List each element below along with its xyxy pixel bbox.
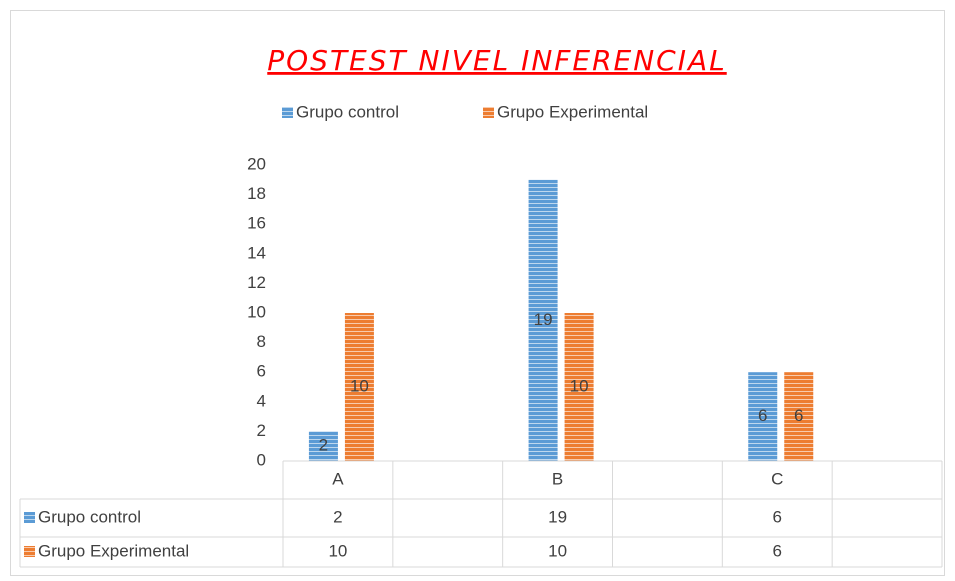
bar (528, 179, 558, 462)
legend-label: Grupo control (296, 102, 399, 121)
bar (748, 372, 778, 461)
table-cell: 6 (773, 507, 782, 526)
bar (784, 372, 814, 461)
y-tick-label: 2 (257, 421, 266, 440)
y-tick-label: 16 (247, 214, 266, 233)
data-label: 10 (570, 376, 589, 395)
y-tick-label: 12 (247, 273, 266, 292)
bar (344, 313, 374, 461)
table-row-label: Grupo Experimental (38, 541, 189, 560)
table-cell: 10 (548, 541, 567, 560)
data-label: 10 (350, 376, 369, 395)
y-tick-label: 6 (257, 362, 266, 381)
y-tick-label: 10 (247, 302, 266, 321)
table-row-label: Grupo control (38, 507, 141, 526)
table-cell: 6 (773, 541, 782, 560)
data-label: 2 (319, 436, 328, 455)
table-cell: 19 (548, 507, 567, 526)
chart-title: POSTEST NIVEL INFERENCIAL (267, 44, 726, 77)
chart-border (10, 10, 945, 576)
y-tick-label: 4 (257, 391, 266, 410)
y-tick-label: 18 (247, 184, 266, 203)
x-tick-label: A (332, 469, 344, 488)
bar (308, 431, 338, 461)
y-tick-label: 8 (257, 332, 266, 351)
y-tick-label: 14 (247, 243, 266, 262)
data-label: 6 (758, 406, 767, 425)
bar (564, 313, 594, 461)
data-label: 6 (794, 406, 803, 425)
x-tick-label: C (771, 469, 783, 488)
table-cell: 2 (333, 507, 342, 526)
table-legend-swatch (24, 546, 35, 557)
legend-label: Grupo Experimental (497, 102, 648, 121)
data-label: 19 (534, 310, 553, 329)
x-tick-label: B (552, 469, 563, 488)
y-tick-label: 0 (257, 450, 266, 469)
legend-swatch (282, 107, 293, 118)
legend-swatch (483, 107, 494, 118)
table-cell: 10 (328, 541, 347, 560)
y-tick-label: 20 (247, 154, 266, 173)
table-legend-swatch (24, 512, 35, 523)
